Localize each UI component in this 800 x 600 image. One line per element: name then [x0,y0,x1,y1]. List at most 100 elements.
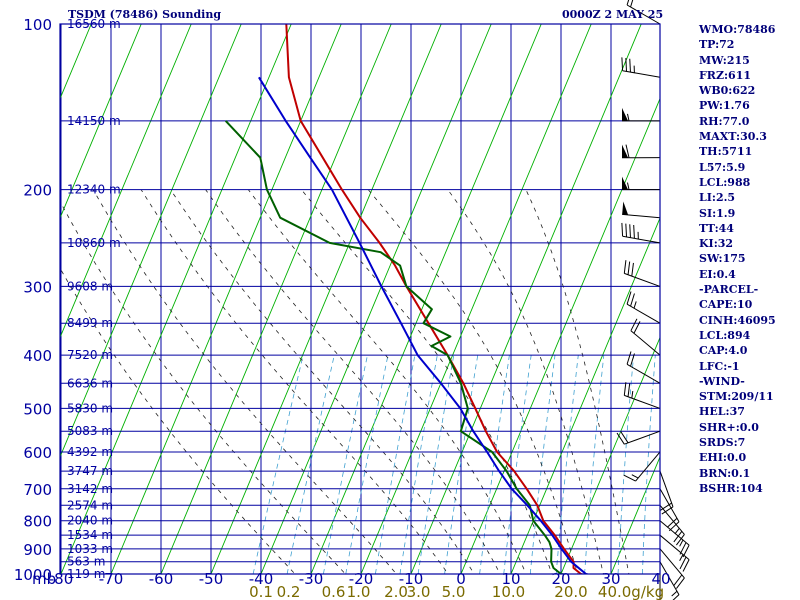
index-item: LCL:988 [699,175,751,189]
index-item: CAPE:10 [699,298,753,312]
mixing-ratio-label: 2.0 [384,583,408,600]
wind-barb-staff [626,4,661,25]
index-item: PW:1.76 [699,99,750,113]
skewed-isotherm [60,24,192,339]
skewed-isotherm [560,336,660,574]
chart-title: TSDM (78486) Sounding [68,8,222,21]
skewed-isotherm [510,216,660,574]
index-item: HEL:37 [699,405,745,419]
wind-barb-flag [679,556,687,570]
skewed-isotherm [360,24,592,574]
wind-barb-staff [659,488,680,522]
skewed-isotherm [60,24,292,574]
height-label: 1534 m [67,528,113,542]
height-label: 563 m [67,555,105,569]
mixing-ratio-line [584,355,605,574]
moist-adiabat [60,267,296,574]
pressure-tick-label: 1000 [14,566,52,584]
wind-barb [621,107,661,122]
wind-barb-half-flag [679,539,684,547]
height-label: 2574 m [67,498,113,512]
skewed-isotherm [460,97,660,574]
wind-barb-flag [675,577,685,589]
wind-barb [659,504,685,546]
wind-barb-flag [627,383,631,397]
wind-barb [621,176,661,191]
height-label: 8499 m [67,316,113,330]
pressure-tick-label: 600 [23,444,52,462]
wind-barb-flag [625,223,628,237]
height-label: 4392 m [67,445,113,459]
wind-barb-staff [622,213,661,219]
index-item: L57:5.9 [699,160,746,174]
moist-adiabat [525,189,630,574]
wind-barb-flag [623,260,627,274]
height-label: 6636 m [67,376,113,390]
wind-barb [626,291,661,324]
skewed-isotherm [410,24,642,574]
mixing-ratio-label: 0.6 [322,583,346,600]
wind-barb [659,534,690,572]
index-item: EI:0.4 [699,267,736,281]
wind-barb [659,561,680,600]
wind-barb-flag [621,222,624,237]
wind-barb-flag [625,144,630,158]
index-item: TT:44 [699,221,734,235]
wind-barb [659,574,661,600]
height-label: 1033 m [67,542,113,556]
index-item: FRZ:611 [699,68,752,82]
wind-barb-flag [623,382,627,396]
moist-adiabat [92,189,397,574]
wind-barb-flag [666,517,678,528]
temperature-tick-label: 0 [456,570,466,588]
moist-adiabat [205,189,501,574]
grid-layer [60,24,660,574]
index-item: MAXT:30.3 [699,130,767,144]
pressure-tick-label: 900 [23,541,52,559]
wind-barb-flag [682,559,690,572]
wind-barb-flag [626,291,632,305]
wind-barb-half-flag [633,301,637,309]
wind-barb-staff [622,70,661,78]
skewed-isotherm [60,24,142,220]
wind-barb-half-flag [671,590,678,597]
index-item: TH:5711 [699,145,753,159]
index-item: -PARCEL- [699,283,759,297]
wind-barb-staff [626,363,661,384]
skewed-isotherm [310,24,542,574]
skewed-isotherm [60,24,242,459]
wind-barb-staff [624,272,661,287]
wind-barb [623,451,661,482]
mixing-ratio-label: 0.1 [249,583,273,600]
pressure-tick-label: 700 [23,481,52,499]
index-item: -WIND- [699,374,745,388]
wind-barb [616,430,661,445]
index-item: WB0:622 [699,84,756,98]
wind-barb-layer [616,0,690,600]
wind-barb-flag [630,318,638,331]
wind-barb-staff [659,534,690,560]
index-item: TP:72 [699,38,735,52]
wind-barb-flag [630,293,635,307]
mixing-ratio-label: 40.0g/kg [598,583,664,600]
temperature-tick-label: -60 [149,570,174,588]
moist-adiabat [367,189,579,574]
height-label: 9608 m [67,279,113,293]
wind-barb [622,201,661,219]
index-item: RH:77.0 [699,114,750,128]
wind-barb [621,57,661,78]
index-item: LCL:894 [699,328,751,342]
mixing-ratio-label: 1.0 [347,583,371,600]
index-item: SW:175 [699,252,746,266]
skewed-isotherm [260,24,492,574]
wind-barb-flag [629,58,631,73]
index-item: SHR+:0.0 [699,420,759,434]
index-item: SRDS:7 [699,436,746,450]
wind-barb-flag [633,321,641,334]
wind-barb-half-flag [679,554,684,562]
wind-barb-half-flag [631,474,639,479]
wind-barb [621,144,661,159]
wind-barb-half-flag [627,113,630,121]
index-item: BRN:0.1 [699,466,751,480]
wind-barb-staff [659,504,685,535]
